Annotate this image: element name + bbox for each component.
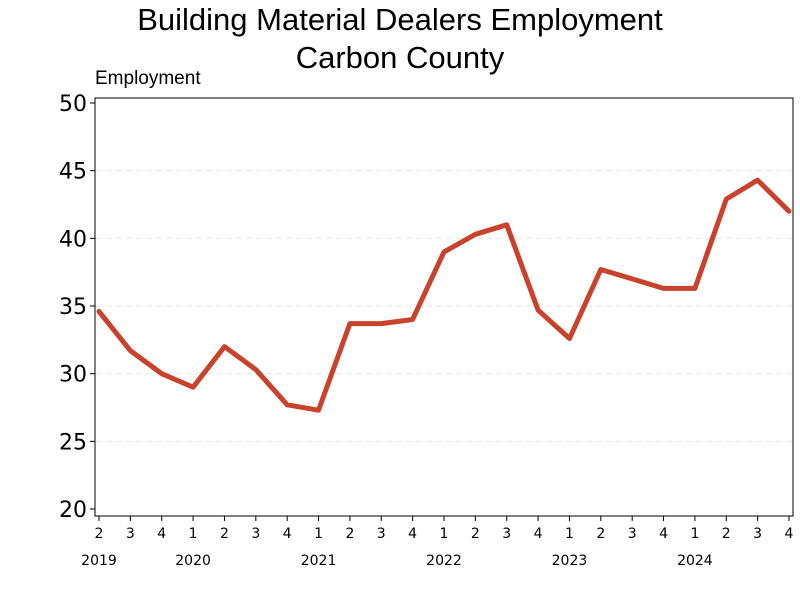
data-point (442, 250, 446, 254)
x-tick-label: 1 (314, 526, 323, 542)
gridlines (96, 170, 792, 442)
y-tick-label: 20 (59, 498, 87, 523)
x-tick-label: 1 (440, 526, 449, 542)
chart-subtitle: Carbon County (295, 40, 505, 75)
x-axis: 2 3 4 1 2 3 4 1 2 3 4 1 2 3 4 1 2 3 4 1 2 3 4 2019 2020 2021 2022 2… (81, 516, 794, 569)
data-point (473, 232, 477, 236)
x-tick-label: 3 (251, 526, 260, 542)
data-point (317, 408, 321, 412)
data-point (285, 403, 289, 407)
y-axis: 20 25 30 35 40 45 50 (59, 92, 794, 523)
x-tick-label: 1 (690, 526, 699, 542)
y-tick-label: 40 (59, 227, 87, 252)
data-point (756, 178, 760, 182)
x-tick-label: 2 (722, 526, 731, 542)
x-tick-label: 4 (408, 526, 417, 542)
x-tick-label: 3 (377, 526, 386, 542)
x-tick-label: 3 (502, 526, 511, 542)
data-point (693, 286, 697, 290)
data-point (128, 349, 132, 353)
x-tick-label: 4 (534, 526, 543, 542)
x-tick-label: 2 (95, 526, 104, 542)
x-tick-label: 4 (157, 526, 166, 542)
x-tick-label: 4 (659, 526, 668, 542)
x-tick-label: 3 (126, 526, 135, 542)
y-tick-label: 50 (59, 92, 87, 117)
data-point (97, 309, 101, 313)
year-label: 2019 (81, 553, 117, 569)
year-label: 2022 (426, 553, 462, 569)
x-tick-label: 2 (471, 526, 480, 542)
x-tick-label: 3 (753, 526, 762, 542)
x-tick-label: 4 (785, 526, 794, 542)
data-point (724, 197, 728, 201)
data-point (567, 336, 571, 340)
plot-frame (94, 97, 794, 517)
y-tick-label: 30 (59, 363, 87, 388)
data-point (160, 372, 164, 376)
data-point (379, 322, 383, 326)
year-label: 2023 (552, 553, 588, 569)
x-tick-label: 2 (596, 526, 605, 542)
series-line (96, 177, 792, 413)
x-tick-label: 3 (628, 526, 637, 542)
data-point (630, 277, 634, 281)
y-axis-label: Employment (95, 68, 201, 89)
year-label: 2020 (175, 553, 211, 569)
data-point (787, 209, 791, 213)
data-point (348, 322, 352, 326)
data-point (536, 308, 540, 312)
data-point (505, 223, 509, 227)
data-point (254, 368, 258, 372)
data-point (191, 385, 195, 389)
x-tick-label: 4 (283, 526, 292, 542)
y-tick-label: 25 (59, 430, 87, 455)
chart-title: Building Material Dealers Employment (137, 2, 663, 37)
y-tick-label: 35 (59, 295, 87, 320)
x-tick-label: 1 (189, 526, 198, 542)
x-tick-label: 2 (220, 526, 229, 542)
data-point (411, 318, 415, 322)
data-point (222, 345, 226, 349)
x-tick-label: 2 (345, 526, 354, 542)
x-tick-label: 1 (565, 526, 574, 542)
data-point (599, 267, 603, 271)
y-tick-label: 45 (59, 160, 87, 185)
year-label: 2021 (301, 553, 337, 569)
year-label: 2024 (677, 553, 713, 569)
series-group (96, 177, 792, 413)
data-point (662, 286, 666, 290)
